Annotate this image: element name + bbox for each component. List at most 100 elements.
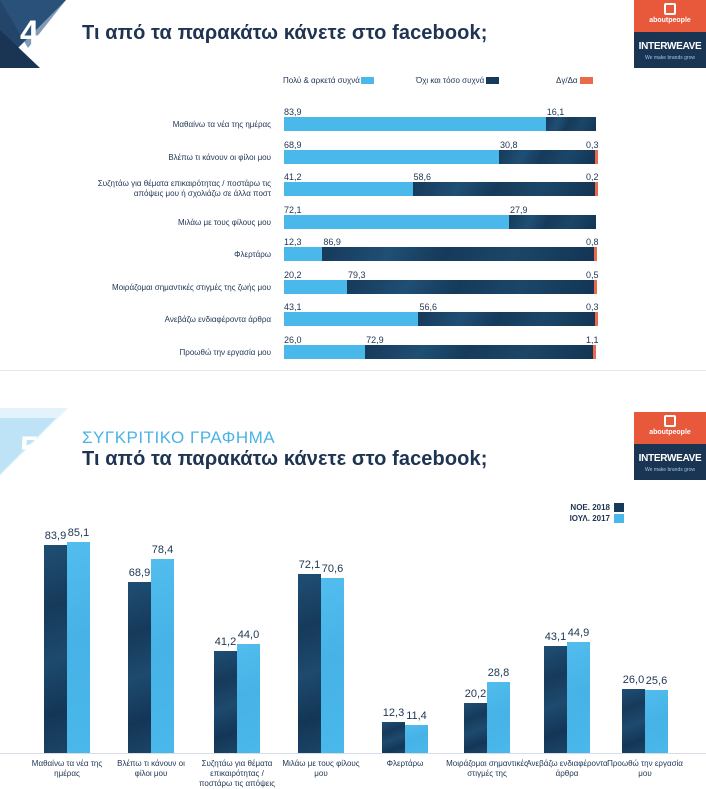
row-label: Συζητάω για θέματα επικαιρότητας / ποστά…: [97, 179, 271, 198]
bar-segment-often: [284, 247, 323, 261]
bar-segment-often: [284, 117, 546, 131]
bar-value-label: 1,1: [586, 335, 599, 345]
slide-number: 4: [20, 14, 39, 52]
slide-separator: [0, 370, 706, 408]
bar-value-label: 44,0: [237, 628, 260, 641]
bar-value-label: 83,9: [284, 107, 302, 117]
bar-value-label: 12,3: [284, 237, 302, 247]
row-label: Μοιράζομαι σημαντικές στιγμές της ζωής μ…: [112, 283, 271, 292]
bar-value-label: 16,1: [546, 107, 565, 117]
bar-2017: [321, 577, 344, 753]
legend-swatch-2018: [614, 503, 624, 512]
bar-value-label: 43,1: [284, 302, 302, 312]
bar-value-label: 0,3: [586, 302, 599, 312]
bar-2017: [405, 724, 428, 753]
bar-segment-dk-na: [592, 345, 596, 359]
bar-value-label: 72,1: [298, 559, 321, 572]
bar-segment-dk-na: [594, 280, 598, 294]
bar-value-label: 56,6: [419, 302, 437, 312]
bar-value-label: 0,3: [586, 140, 599, 150]
bar-2018: [622, 688, 645, 753]
slide-subtitle: ΣΥΓΚΡΙΤΙΚΟ ΓΡΑΦΗΜΑ: [82, 428, 276, 447]
bar-value-label: 20,2: [464, 687, 487, 700]
bar-value-label: 26,0: [284, 335, 302, 345]
bar-2017: [645, 689, 668, 753]
bar-segment-not-often: [412, 182, 596, 196]
slide-5: 5 ΣΥΓΚΡΙΤΙΚΟ ΓΡΑΦΗΜΑ Τι από τα παρακάτω …: [0, 408, 706, 789]
bar-segment-often: [284, 345, 366, 359]
bar-2017: [151, 558, 174, 753]
bar-value-label: 41,2: [284, 172, 302, 182]
bar-2017: [67, 541, 90, 753]
bar-segment-often: [284, 312, 419, 326]
bar-segment-not-often: [508, 215, 596, 229]
bar-2017: [487, 681, 510, 753]
aboutpeople-mark-icon: [664, 3, 676, 15]
bar-value-label: 83,9: [44, 529, 67, 542]
bar-2017: [567, 641, 590, 753]
row-label: Μαθαίνω τα νέα της ημέρας: [172, 120, 271, 129]
legend-swatch-2017: [614, 514, 624, 523]
aboutpeople-logo: aboutpeople: [634, 0, 706, 32]
bar-segment-dk-na: [593, 247, 597, 261]
slide-number-badge: [0, 0, 66, 68]
aboutpeople-logo: aboutpeople: [634, 412, 706, 444]
bar-segment-dk-na: [595, 182, 599, 196]
bar-segment-dk-na: [595, 312, 599, 326]
bar-2018: [382, 722, 405, 753]
bar-value-label: 70,6: [321, 562, 344, 575]
bar-value-label: 85,1: [67, 526, 90, 539]
x-axis-line: [0, 753, 706, 754]
slide-title: Τι από τα παρακάτω κάνετε στο facebook;: [82, 448, 488, 470]
legend-swatch-not-often: [486, 77, 499, 84]
legend-2017: ΙΟΥΛ. 2017: [569, 514, 610, 523]
bar-segment-not-often: [498, 150, 596, 164]
slide-title: Τι από τα παρακάτω κάνετε στο facebook;: [82, 22, 488, 44]
bar-value-label: 43,1: [544, 631, 567, 644]
bar-value-label: 72,1: [284, 205, 302, 215]
category-label: Συζητάω για θέματα επικαιρότητας / ποστά…: [199, 759, 275, 788]
bar-segment-not-often: [418, 312, 596, 326]
bar-value-label: 20,2: [284, 270, 302, 280]
bar-2018: [464, 702, 487, 753]
bar-value-label: 26,0: [622, 673, 645, 686]
row-label: Μιλάω με τους φίλους μου: [178, 218, 271, 227]
bar-2018: [44, 544, 67, 753]
bar-value-label: 0,2: [586, 172, 599, 182]
legend-swatch-often: [361, 77, 374, 84]
bar-segment-often: [284, 150, 499, 164]
legend-dk-na: Δγ/Δα: [556, 76, 578, 85]
row-label: Φλερτάρω: [234, 250, 271, 259]
category-label: Μαθαίνω τα νέα της ημέρας: [31, 759, 103, 778]
bar-2017: [237, 643, 260, 753]
aboutpeople-mark-icon: [664, 415, 676, 427]
bar-segment-not-often: [365, 345, 593, 359]
bar-value-label: 30,8: [499, 140, 518, 150]
category-label: Μιλάω με τους φίλους μου: [282, 759, 360, 778]
bar-value-label: 72,9: [366, 335, 384, 345]
row-label: Βλέπω τι κάνουν οι φίλοι μου: [168, 153, 271, 162]
bar-value-label: 68,9: [284, 140, 302, 150]
bar-2018: [128, 582, 151, 753]
bar-value-label: 78,4: [151, 543, 174, 556]
bar-value-label: 41,2: [214, 635, 237, 648]
bar-value-label: 86,9: [323, 237, 341, 247]
row-label: Ανεβάζω ενδιαφέροντα άρθρα: [164, 315, 271, 324]
interweave-logo: INTERWEAVE We make brands grow: [634, 32, 706, 68]
row-label: Προωθώ την εργασία μου: [179, 348, 271, 357]
bar-2018: [214, 650, 237, 753]
bar-2018: [298, 574, 321, 753]
bar-segment-often: [284, 280, 348, 294]
bar-value-label: 0,5: [586, 270, 599, 280]
bar-segment-dk-na: [595, 150, 599, 164]
bar-value-label: 44,9: [567, 626, 590, 639]
category-label: Προωθώ την εργασία μου: [607, 759, 683, 778]
bar-value-label: 79,3: [348, 270, 366, 280]
legend-2018: ΝΟΕ. 2018: [570, 503, 610, 512]
bar-segment-not-often: [545, 117, 596, 131]
bar-value-label: 12,3: [382, 707, 405, 720]
bar-segment-often: [284, 215, 509, 229]
slide-number: 5: [20, 430, 39, 468]
category-label: Βλέπω τι κάνουν οι φίλοι μου: [117, 759, 185, 778]
interweave-logo: INTERWEAVE We make brands grow: [634, 444, 706, 480]
